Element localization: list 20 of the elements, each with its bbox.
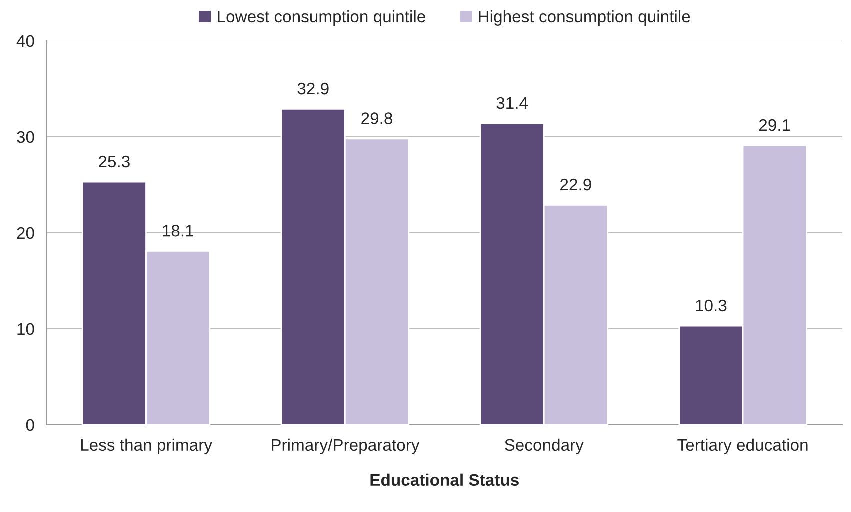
y-tick-label: 0 — [26, 419, 34, 432]
y-tick-label: 10 — [18, 323, 34, 336]
data-label: 32.9 — [298, 82, 329, 95]
data-label: 10.3 — [696, 300, 727, 312]
x-tick-label: Tertiary education — [678, 438, 808, 454]
data-label: 25.3 — [99, 156, 130, 168]
legend-label: Highest consumption quintile — [479, 10, 690, 26]
data-label: 29.1 — [759, 119, 790, 132]
y-tick-label: 30 — [17, 131, 34, 144]
legend-label: Lowest consumption quintile — [218, 10, 426, 26]
data-label: 29.8 — [362, 112, 393, 124]
data-label: 31.4 — [496, 97, 528, 110]
x-tick-label: Secondary — [505, 438, 584, 454]
x-tick-label: Primary/Preparatory — [272, 438, 420, 454]
data-label: 22.9 — [560, 178, 592, 191]
x-axis-title: Educational Status — [370, 474, 519, 486]
x-tick-label: Less than primary — [81, 438, 212, 454]
data-label: 18.1 — [163, 224, 194, 237]
y-tick-label: 40 — [16, 35, 34, 48]
y-tick-label: 20 — [17, 227, 34, 240]
